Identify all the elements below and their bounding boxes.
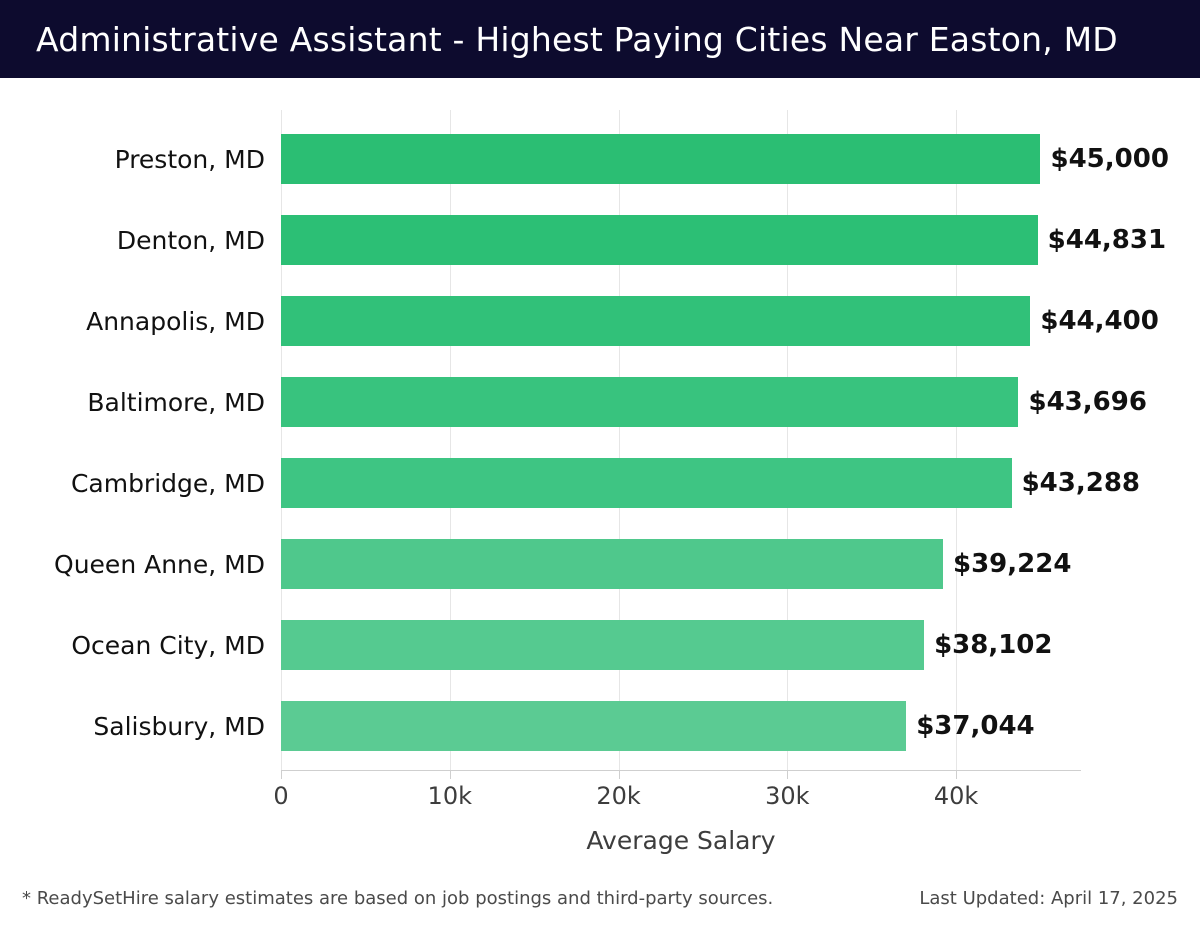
y-axis-category-label: Salisbury, MD (93, 711, 265, 741)
x-tick-label: 10k (427, 782, 472, 810)
x-tick-mark (281, 770, 282, 779)
gridline (956, 110, 958, 770)
bar-row[interactable]: $45,000 (281, 134, 1169, 184)
bar[interactable] (281, 701, 907, 751)
chart-container: Preston, MD Denton, MD Annapolis, MD Baltim… (0, 78, 1200, 868)
gridline (618, 110, 620, 770)
bar[interactable] (281, 377, 1019, 427)
bar-value-label: $43,696 (1028, 387, 1147, 417)
bar[interactable] (281, 134, 1041, 184)
x-tick-mark (618, 770, 620, 779)
x-tick-label: 40k (933, 782, 979, 810)
bar-row[interactable]: $43,288 (281, 458, 1140, 508)
x-tick-mark (956, 770, 958, 779)
bar-value-label: $38,102 (934, 630, 1053, 660)
chart-header-band: Administrative Assistant - Highest Payin… (0, 0, 1200, 78)
gridline (281, 110, 282, 770)
bar-row[interactable]: $37,044 (281, 701, 1081, 751)
bar-value-label: $39,224 (953, 549, 1072, 579)
gridline (787, 110, 789, 770)
bar-row[interactable]: $44,400 (281, 296, 1159, 346)
gridline (449, 110, 451, 770)
y-axis-category-label: Queen Anne, MD (54, 549, 265, 579)
y-axis-category-label: Denton, MD (116, 225, 265, 255)
footer-last-updated: Last Updated: April 17, 2025 (919, 888, 1178, 909)
y-axis-category-label: Baltimore, MD (87, 387, 265, 417)
x-tick-label: 30k (765, 782, 810, 810)
bar-value-label: $44,831 (1047, 225, 1167, 255)
page-title: Administrative Assistant - Highest Payin… (36, 19, 1118, 59)
x-tick-mark (449, 770, 451, 779)
bar-value-label: $37,044 (916, 711, 1035, 741)
y-axis-category-label: Preston, MD (114, 144, 265, 174)
x-axis-line (281, 770, 1081, 771)
bar-row[interactable]: $38,102 (281, 620, 1081, 670)
footer-disclaimer: * ReadySetHire salary estimates are base… (22, 888, 774, 909)
bar-row[interactable]: $39,224 (281, 539, 1081, 589)
x-tick-label: 0 (273, 782, 289, 810)
bar[interactable] (281, 215, 1038, 265)
bar[interactable] (281, 296, 1031, 346)
bar[interactable] (281, 458, 1012, 508)
bar-row[interactable]: $43,696 (281, 377, 1147, 427)
x-tick-mark (787, 770, 789, 779)
x-tick-label: 20k (596, 782, 641, 810)
bar-row[interactable]: $44,831 (281, 215, 1166, 265)
bar-value-label: $44,400 (1040, 306, 1159, 336)
y-axis-category-label: Ocean City, MD (71, 630, 265, 660)
bar[interactable] (281, 620, 925, 670)
bar-value-label: $45,000 (1050, 144, 1169, 174)
y-axis-category-label: Cambridge, MD (70, 468, 265, 498)
footer: * ReadySetHire salary estimates are base… (0, 888, 1200, 940)
x-axis-title: Average Salary (586, 826, 776, 855)
y-axis-category-label: Annapolis, MD (86, 306, 265, 336)
bar-value-label: $43,288 (1021, 468, 1141, 498)
plot-area: $45,000 $44,831 $44,400 $43,696 $43,288 $39,2… (273, 110, 1169, 810)
bar[interactable] (281, 539, 943, 589)
y-axis-labels: Preston, MD Denton, MD Annapolis, MD Baltim… (0, 110, 265, 770)
